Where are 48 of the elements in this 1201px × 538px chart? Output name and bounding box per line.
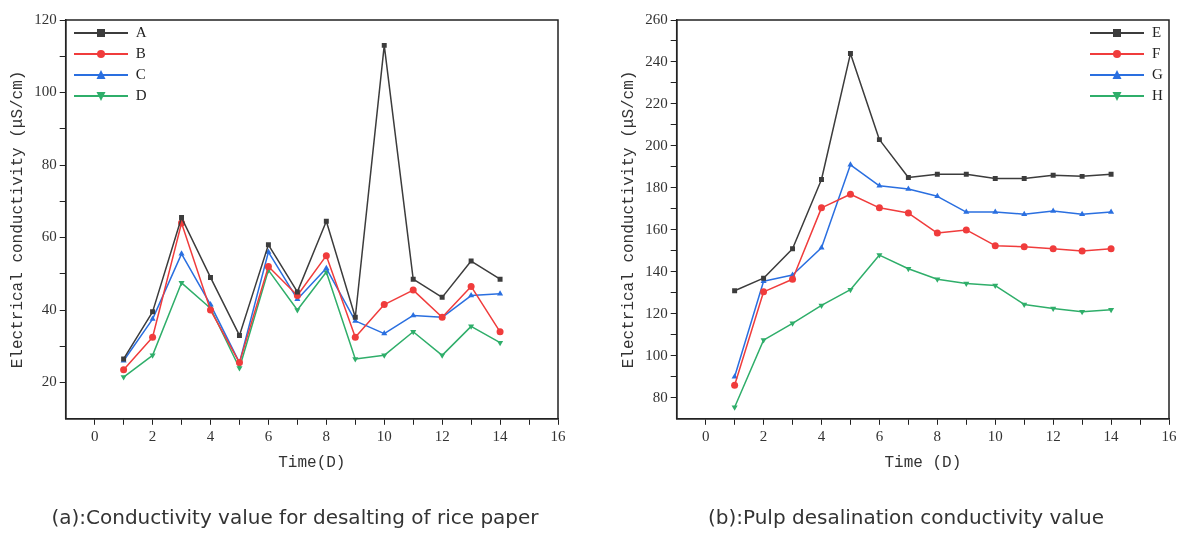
y-tick-label: 140: [645, 262, 668, 279]
x-tick-label: 8: [322, 427, 331, 444]
x-tick-label: 2: [148, 427, 157, 444]
y-axis-title: Electrical conductivity (μS/cm): [8, 70, 27, 369]
text: (b):Pulp desalination conductivity value: [706, 505, 1106, 529]
y-tick-label: 160: [645, 220, 668, 237]
y-tick-label: 180: [645, 178, 668, 195]
x-tick-label: 16: [550, 427, 566, 444]
y-tick-label: 100: [645, 346, 668, 363]
y-tick-label: 80: [41, 155, 57, 172]
x-tick-label: 14: [492, 427, 509, 444]
x-tick-label: 10: [376, 427, 392, 444]
y-tick-label: 20: [41, 373, 57, 390]
y-tick-label: 40: [41, 300, 57, 317]
x-tick-label: 2: [759, 427, 768, 444]
y-axis-title: Electrical conductivity (μS/cm): [619, 70, 638, 369]
x-axis-title: Time (D): [884, 453, 962, 472]
x-tick-label: 8: [933, 427, 942, 444]
legend-label: D: [135, 87, 147, 104]
x-tick-label: 4: [817, 427, 826, 444]
x-tick-label: 4: [206, 427, 215, 444]
y-tick-label: 260: [645, 10, 668, 27]
x-tick-label: 12: [434, 427, 450, 444]
legend-label: B: [135, 45, 146, 62]
x-axis-title: Time(D): [278, 453, 346, 472]
y-tick-label: 120: [34, 10, 57, 27]
legend-label: A: [135, 24, 147, 41]
y-tick-label: 120: [645, 304, 668, 321]
x-tick-label: 0: [90, 427, 99, 444]
y-tick-label: 200: [645, 136, 668, 153]
x-tick-label: 12: [1045, 427, 1061, 444]
y-tick-label: 220: [645, 94, 668, 111]
x-tick-label: 16: [1161, 427, 1177, 444]
legend-label: E: [1152, 24, 1162, 41]
x-tick-label: 14: [1103, 427, 1120, 444]
x-tick-label: 0: [701, 427, 710, 444]
y-tick-label: 100: [34, 83, 57, 100]
text: (a):Conductivity value for desalting of rice paper: [50, 505, 540, 529]
y-tick-label: 80: [652, 388, 668, 405]
y-tick-label: 240: [645, 52, 668, 69]
legend-label: F: [1152, 45, 1161, 62]
legend-label: C: [135, 66, 146, 83]
x-tick-label: 6: [264, 427, 273, 444]
legend-label: H: [1152, 87, 1163, 104]
legend-label: G: [1152, 66, 1163, 83]
x-tick-label: 6: [875, 427, 884, 444]
x-tick-label: 10: [987, 427, 1003, 444]
y-tick-label: 60: [41, 228, 57, 245]
